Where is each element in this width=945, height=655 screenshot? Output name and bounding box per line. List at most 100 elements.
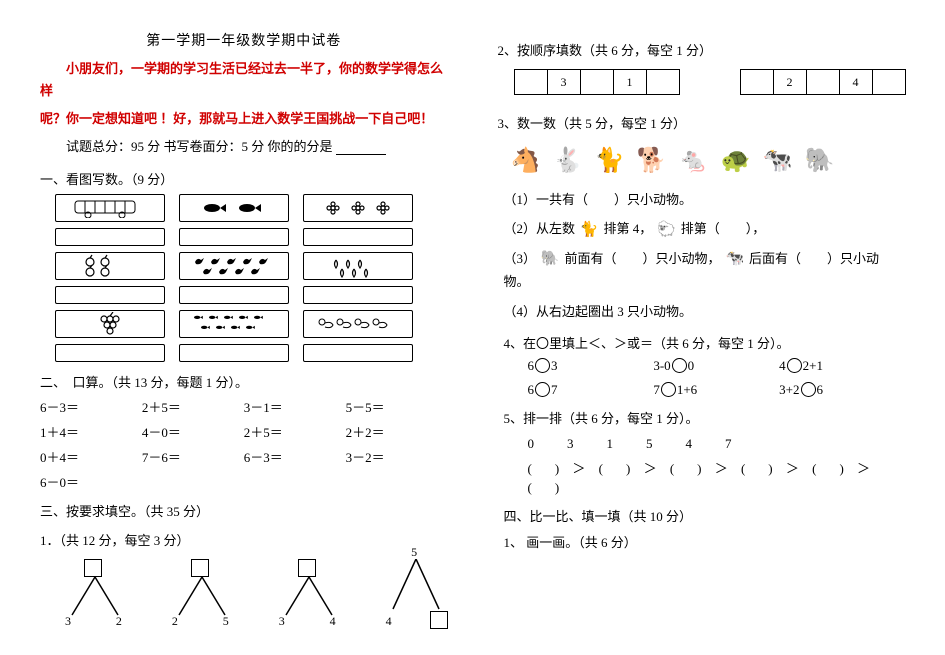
ans-box [55,228,165,246]
arith-item: 6－3＝ [40,397,142,416]
text: （3） [504,251,537,266]
number-trees: 3 2 2 5 3 4 5 4 [60,559,448,629]
intro-line-1: 小朋友们，一学期的学习生活已经过去一半了，你的数学学得怎么样 [40,61,443,98]
pic-fish [179,194,289,222]
seq-cell: 4 [839,69,873,95]
tree-top-box [191,559,209,577]
sheep-icon: 🐑 [656,221,678,239]
animal-row: 🐴 🐇 🐈 🐕 🐁 🐢 🐄 🐘 [508,142,906,178]
ans-box [303,344,413,362]
seq-cell [514,69,548,95]
pic-pears [303,252,413,280]
seq-cell [806,69,840,95]
intro-line-2: 呢？你一定想知道吧 ！好，那就马上进入数学王国挑战一下自己吧！ [40,111,433,126]
pic-manyfish [179,310,289,338]
tree-2: 2 5 [167,559,234,629]
animal-icon: 🐕 [634,142,670,178]
exam-title: 第一学期一年级数学期中试卷 [40,30,448,50]
tree-top-box [84,559,102,577]
animal-icon: 🐇 [550,142,586,178]
tree-br: 2 [116,614,122,629]
sec4-1: 1、 画一画。（共 6 分） [504,531,906,554]
r-q5-heading: 5、排一排（共 6 分，每空 1 分）。 [504,408,906,427]
tree-top-box [298,559,316,577]
ans-box [179,228,289,246]
score-text: 试题总分：95 分 书写卷面分：5 分 你的的分是 [66,139,333,154]
ans-box [303,228,413,246]
q3-line1: （1）一共有（ ）只小动物。 [504,188,906,211]
text: 前面有（ ）只小动物， [565,251,721,266]
comp-item: 71+6 [653,382,779,398]
pic-ducks [303,310,413,338]
comp-item: 42+1 [779,358,905,374]
q3-line4: （4）从右边起圈出 3 只小动物。 [504,300,906,323]
tree-br: 5 [223,614,229,629]
elephant-icon: 🐘 [539,251,561,269]
sequence-boxes: 3 1 2 4 [514,69,906,95]
sec4-heading: 四、比一比、填一填（共 10 分） [504,506,906,525]
ans-box [303,286,413,304]
sort-chain: ( ) ＞ ( ) ＞ ( ) ＞ ( ) ＞ ( ) ＞ ( ) [528,458,906,496]
circle-icon [672,358,687,373]
seq-cell: 3 [547,69,581,95]
r-q2-heading: 2、按顺序填数（共 6 分，每空 1 分） [498,40,906,59]
sort-block: 0 3 1 5 4 7 ( ) ＞ ( ) ＞ ( ) ＞ ( ) ＞ ( ) … [528,433,906,496]
cow-icon: 🐄 [724,251,746,269]
tree-4: 5 4 [381,559,448,629]
pic-flower [303,194,413,222]
pic-bus [55,194,165,222]
arith-item: 7－6＝ [142,447,244,466]
compare-grid: 63 3-00 42+1 67 71+6 3+26 [528,358,906,398]
seq-cell [872,69,906,95]
arith-item: 6－0＝ [40,472,142,491]
seq-cell: 2 [773,69,807,95]
arith-item: 1＋4＝ [40,422,142,441]
arith-item [244,472,346,491]
q3-1: 1．（共 12 分，每空 3 分） [40,530,448,549]
ans-box [179,286,289,304]
arith-item: 3－2＝ [346,447,448,466]
animal-icon: 🐴 [508,142,544,178]
tree-1: 3 2 [60,559,127,629]
animal-icon: 🐢 [718,142,754,178]
seq-cell [646,69,680,95]
arith-item: 2＋5＝ [142,397,244,416]
arith-item [346,472,448,491]
tree-br: 4 [330,614,336,629]
tree-bl: 4 [386,614,392,629]
comp-item: 3-00 [653,358,779,374]
tree-top-label: 5 [411,545,417,560]
score-blank [336,141,386,155]
tree-bl: 2 [172,614,178,629]
seq-cell [580,69,614,95]
arith-item: 2＋5＝ [244,422,346,441]
pic-birds [179,252,289,280]
seq-b: 2 4 [740,69,906,95]
circle-icon [801,382,816,397]
text: 排第 4， [604,221,653,236]
r-q3-heading: 3、数一数（共 5 分，每空 1 分） [498,113,906,132]
tree-bl: 3 [279,614,285,629]
seq-cell [740,69,774,95]
q3-heading: 三、按要求填空。（共 35 分） [40,501,448,520]
sort-numbers: 0 3 1 5 4 7 [528,433,906,452]
tree-bl: 3 [65,614,71,629]
tree-br-box [430,611,448,629]
arith-item: 3－1＝ [244,397,346,416]
comp-item: 63 [528,358,654,374]
circle-icon [535,382,550,397]
ans-box [55,286,165,304]
comp-item: 67 [528,382,654,398]
arith-item: 5－5＝ [346,397,448,416]
tree-3: 3 4 [274,559,341,629]
pic-apple [55,252,165,280]
r-q4-heading: 4、在〇里填上＜、＞或＝（共 6 分，每空 1 分）。 [504,333,906,352]
circle-icon [787,358,802,373]
q3-line2: （2）从左数 🐈 排第 4， 🐑 排第（ ）， [504,217,906,240]
cat-icon: 🐈 [578,221,600,239]
seq-cell: 1 [613,69,647,95]
q1-heading: 一、看图写数。（9 分） [40,169,448,188]
text: 排第（ ）， [681,221,766,236]
circle-icon [535,358,550,373]
animal-icon: 🐁 [676,142,712,178]
